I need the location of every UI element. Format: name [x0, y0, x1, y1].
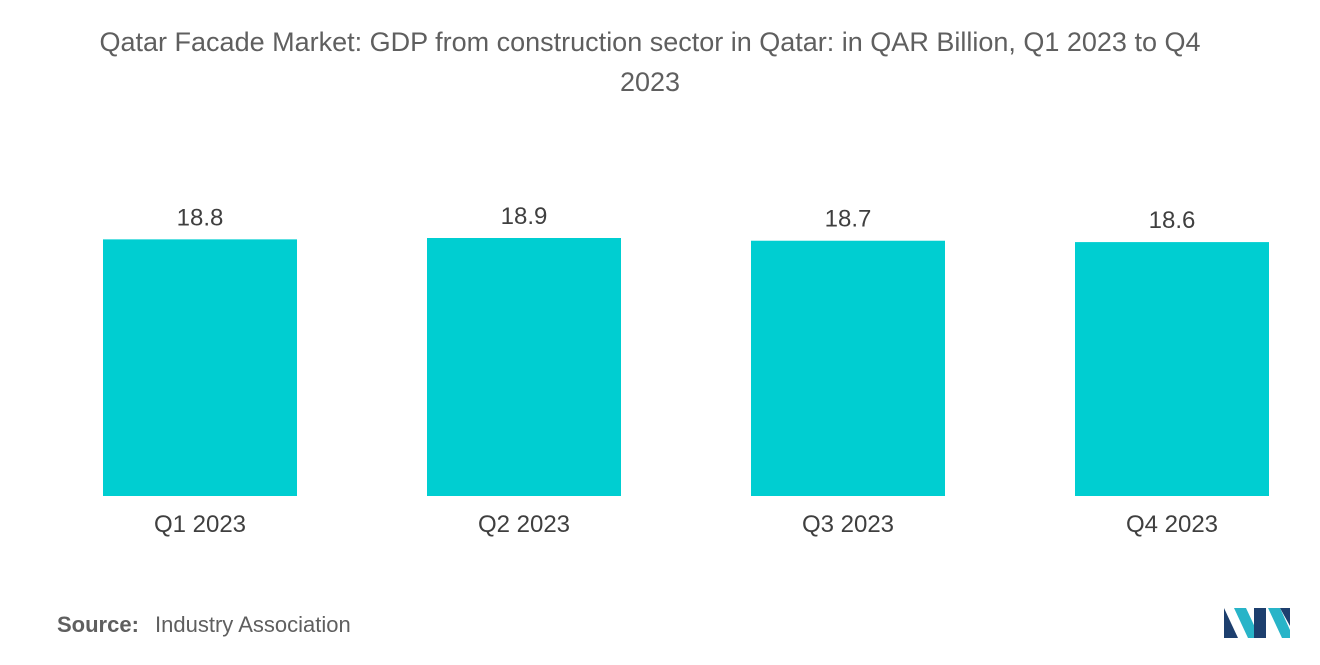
bar-value-label-4: 18.6 — [1149, 207, 1196, 234]
category-label-1: Q1 2023 — [154, 511, 246, 538]
bar-2 — [427, 238, 621, 496]
bar-value-label-3: 18.7 — [825, 206, 872, 233]
category-label-3: Q3 2023 — [802, 511, 894, 538]
category-label-2: Q2 2023 — [478, 511, 570, 538]
bar-value-label-2: 18.9 — [501, 203, 548, 230]
brand-logo-icon — [1224, 608, 1290, 638]
logo-shape-4 — [1268, 608, 1290, 638]
source-note: Source: Industry Association — [57, 612, 351, 638]
bar-4 — [1075, 242, 1269, 496]
chart-title-line-1: Qatar Facade Market: GDP from constructi… — [99, 27, 1201, 57]
logo-shape-5 — [1280, 608, 1290, 626]
category-label-4: Q4 2023 — [1126, 511, 1218, 538]
logo-shape-3 — [1254, 608, 1266, 638]
source-text: Industry Association — [155, 612, 351, 637]
source-label: Source: — [57, 612, 139, 637]
chart-title-line-2: 2023 — [619, 67, 681, 97]
bar-value-label-1: 18.8 — [177, 204, 224, 231]
logo-shape-2 — [1234, 608, 1260, 638]
chart-title: Qatar Facade Market: GDP from constructi… — [0, 22, 1300, 102]
bar-1 — [103, 239, 297, 496]
logo-shape-1 — [1224, 608, 1238, 638]
bar-3 — [751, 240, 945, 496]
